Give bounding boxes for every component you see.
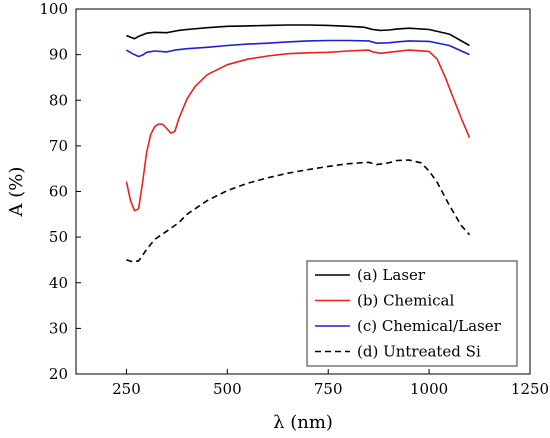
legend-label: (a) Laser bbox=[357, 266, 426, 284]
y-axis-title: A (%) bbox=[6, 167, 27, 218]
series-line-4 bbox=[126, 159, 471, 263]
x-tick-label: 250 bbox=[112, 380, 141, 398]
y-tick-label: 30 bbox=[49, 319, 68, 337]
axis-ticks: 250 500 750 1000 1250 20 30 40 50 60 70 80 90 100 bbox=[39, 0, 549, 398]
y-tick-label: 50 bbox=[49, 228, 68, 246]
legend-label: (c) Chemical/Laser bbox=[357, 317, 502, 335]
legend-label: (d) Untreated Si bbox=[357, 343, 481, 361]
x-axis-title: λ (nm) bbox=[273, 412, 333, 433]
y-tick-label: 40 bbox=[49, 274, 68, 292]
x-tick-label: 750 bbox=[314, 380, 343, 398]
series-line-2 bbox=[125, 49, 471, 212]
legend: (a) Laser (b) Chemical (c) Chemical/Laser (… bbox=[306, 260, 518, 367]
y-tick-label: 60 bbox=[49, 183, 68, 201]
plot-lines bbox=[125, 24, 471, 263]
y-tick-label: 70 bbox=[49, 137, 68, 155]
legend-box bbox=[306, 260, 518, 367]
x-tick-label: 500 bbox=[213, 380, 242, 398]
series-line-3 bbox=[125, 39, 470, 58]
y-tick-label: 80 bbox=[49, 91, 68, 109]
y-tick-label: 20 bbox=[49, 365, 68, 383]
y-tick-label: 90 bbox=[49, 46, 68, 64]
x-tick-label: 1250 bbox=[511, 380, 549, 398]
series-line-1 bbox=[126, 24, 470, 47]
x-tick-label: 1000 bbox=[410, 380, 448, 398]
y-tick-label: 100 bbox=[39, 0, 68, 18]
legend-label: (b) Chemical bbox=[357, 292, 454, 310]
